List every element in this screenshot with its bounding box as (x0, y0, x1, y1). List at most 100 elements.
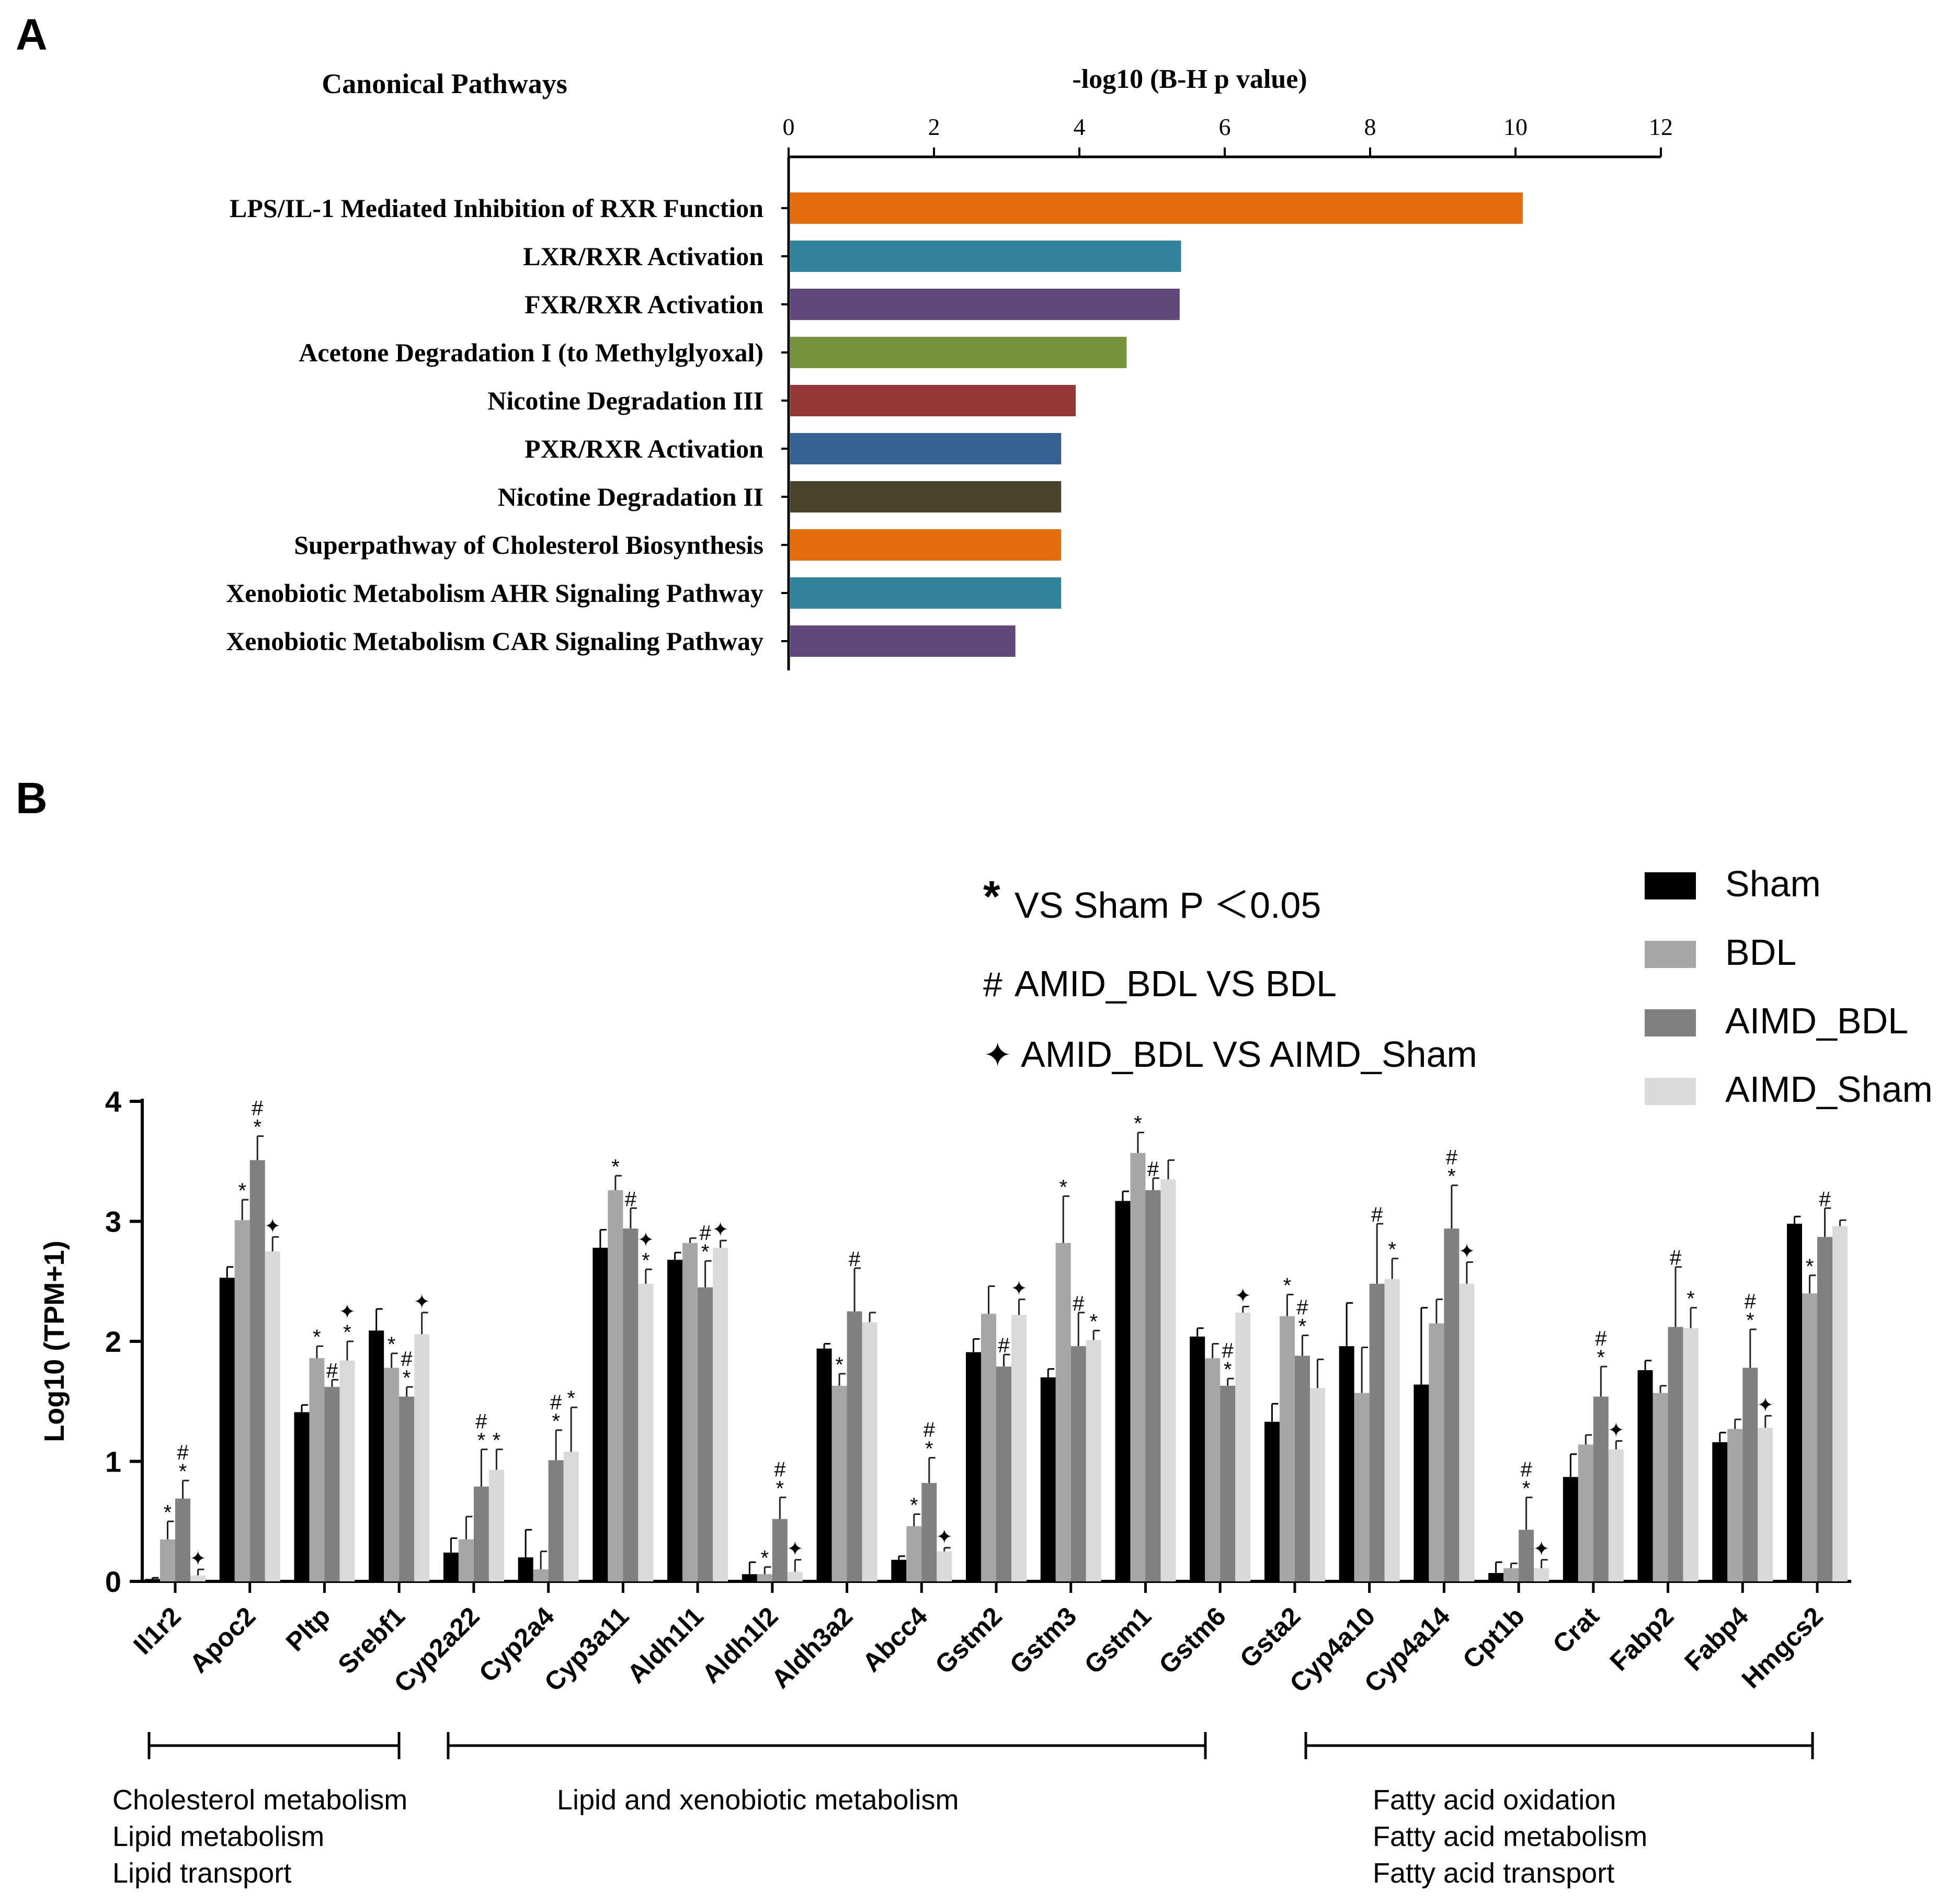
chart-b-category-label-aldh1l1: Aldh1l1 (622, 1601, 709, 1689)
chart-b-bar-crat-bdl (1578, 1444, 1593, 1581)
chart-b-bar-gstm6-aimd-bdl (1220, 1385, 1236, 1581)
chart-b-bar-pltp-aimd-sham (339, 1360, 355, 1581)
chart-b-category-label-fabp2: Fabp2 (1604, 1601, 1680, 1677)
chart-a-category-label-pxr-rxr-activation: PXR/RXR Activation (525, 434, 764, 463)
chart-a-category-label-nicotine-degradation-ii: Nicotine Degradation II (498, 482, 764, 511)
chart-b-significance-mark: * (701, 1240, 710, 1263)
chart-b-bar-abcc4-aimd-bdl (921, 1483, 937, 1581)
chart-b-bar-crat-sham (1563, 1477, 1578, 1581)
chart-b-category-label-aldh3a2: Aldh3a2 (766, 1601, 858, 1694)
chart-b-bar-fabp4-aimd-sham (1758, 1428, 1773, 1581)
chart-b-bar-cpt1b-sham (1488, 1572, 1504, 1581)
chart-b-bar-aldh1l2-sham (742, 1574, 757, 1581)
chart-b-bar-cyp4a10-aimd-bdl (1369, 1283, 1385, 1581)
chart-b-significance-mark: ✦ (712, 1219, 729, 1241)
chart-b-bar-cyp2a22-sham (443, 1552, 459, 1581)
chart-b-significance-mark: * (776, 1477, 784, 1500)
chart-b-bar-gstm1-sham (1115, 1201, 1131, 1581)
chart-b-significance-mark: ✦ (1533, 1539, 1550, 1560)
chart-b-note-symbol: * (983, 872, 1000, 921)
chart-a-bar-pxr-rxr-activation (790, 433, 1062, 464)
chart-a-x-tick-label: 10 (1503, 113, 1528, 140)
chart-b-bar-il1r2-aimd-sham (190, 1575, 206, 1581)
chart-b-bar-srebf1-aimd-sham (414, 1334, 430, 1581)
chart-b-significance-mark: # (1147, 1158, 1159, 1181)
chart-a-bar-acetone-degradation-i-to-methylglyoxal (790, 337, 1127, 368)
chart-b-bar-gstm3-bdl (1055, 1243, 1071, 1581)
chart-b-legend-swatch-sham (1645, 872, 1696, 899)
chart-b-bar-cyp4a14-aimd-sham (1459, 1283, 1475, 1581)
chart-b-category-label-gstm1: Gstm1 (1079, 1601, 1157, 1680)
chart-a-bar-superpathway-of-cholesterol-biosynthesis (790, 529, 1062, 561)
chart-b-legend-label-bdl: BDL (1725, 932, 1796, 973)
chart-b-group-label: Lipid transport (112, 1858, 291, 1889)
chart-b-significance-mark: ✦ (414, 1291, 430, 1313)
chart-b-significance-mark: # (1371, 1203, 1383, 1226)
chart-b-significance-mark: * (761, 1546, 769, 1569)
chart-b-significance-mark: # (475, 1410, 487, 1433)
chart-b-bar-apoc2-bdl (234, 1220, 250, 1581)
chart-b-significance-mark: # (326, 1359, 338, 1382)
chart-b-bar-hmgcs2-bdl (1802, 1293, 1817, 1581)
chart-b-bar-cpt1b-aimd-bdl (1519, 1530, 1534, 1581)
chart-b-category-label-fabp4: Fabp4 (1679, 1601, 1754, 1677)
chart-b-legend-swatch-aimd-sham (1645, 1078, 1696, 1105)
chart-b-bar-hmgcs2-aimd-bdl (1817, 1237, 1832, 1581)
chart-b-y-tick-label: 2 (105, 1325, 121, 1358)
chart-b-bar-cyp2a4-sham (518, 1557, 533, 1581)
chart-a-category-label-lps-il-1-mediated-inhibition-of-rxr-function: LPS/IL-1 Mediated Inhibition of RXR Func… (230, 193, 764, 223)
chart-b-bar-cpt1b-aimd-sham (1534, 1568, 1549, 1581)
chart-b-bar-cyp3a11-bdl (608, 1190, 623, 1581)
chart-b-significance-mark: * (1089, 1310, 1098, 1333)
chart-b-significance-mark: * (1298, 1315, 1307, 1338)
chart-b-group-label: Fatty acid metabolism (1373, 1821, 1647, 1852)
chart-b-bar-hmgcs2-aimd-sham (1832, 1226, 1848, 1581)
chart-b-category-label-apoc2: Apoc2 (184, 1601, 261, 1679)
chart-b-significance-mark: ✦ (637, 1229, 654, 1251)
chart-b-bar-srebf1-sham (369, 1330, 384, 1581)
chart-b-significance-mark: ✦ (1011, 1278, 1028, 1300)
chart-b-significance-mark: * (910, 1494, 918, 1517)
chart-b-bar-gstm1-bdl (1130, 1153, 1146, 1581)
chart-b-bar-il1r2-bdl (160, 1539, 175, 1581)
chart-b-significance-mark: * (552, 1410, 560, 1433)
chart-b-significance-mark: * (164, 1501, 172, 1524)
chart-b-bar-cyp2a22-aimd-bdl (473, 1486, 489, 1581)
chart-b-bar-gstm2-bdl (981, 1314, 996, 1581)
chart-b-legend-swatch-aimd-bdl (1645, 1009, 1696, 1036)
chart-b-significance-mark: # (998, 1334, 1010, 1357)
chart-a-category-label-nicotine-degradation-iii: Nicotine Degradation III (487, 386, 764, 415)
chart-b-bar-aldh1l1-sham (667, 1259, 683, 1581)
chart-a-bar-xenobiotic-metabolism-ahr-signaling-pathway (790, 577, 1062, 609)
chart-b-significance-mark: * (238, 1179, 246, 1202)
chart-b-significance-mark: * (1686, 1287, 1695, 1311)
chart-b-significance-mark: * (388, 1333, 396, 1356)
chart-b-note-text: AMID_BDL VS AIMD_Sham (1021, 1034, 1477, 1075)
chart-b-bar-gstm2-aimd-bdl (996, 1366, 1011, 1581)
chart-b-bar-aldh1l1-aimd-sham (713, 1247, 728, 1581)
chart-b-significance-mark: * (567, 1387, 575, 1410)
chart-b-note-text: AMID_BDL VS BDL (1015, 963, 1337, 1004)
chart-b-bar-gsta2-bdl (1279, 1316, 1295, 1581)
chart-b-bar-gstm6-sham (1190, 1336, 1205, 1581)
chart-b-group-label: Cholesterol metabolism (112, 1784, 407, 1816)
chart-b-significance-mark: # (177, 1441, 189, 1464)
chart-b-category-label-gsta2: Gsta2 (1234, 1601, 1306, 1673)
chart-b-bar-il1r2-aimd-bdl (175, 1498, 190, 1581)
chart-b-legend-label-sham: Sham (1725, 863, 1821, 904)
chart-b-significance-mark: * (477, 1429, 486, 1452)
chart-b-bar-cyp4a14-aimd-bdl (1444, 1228, 1460, 1581)
chart-a-bar-xenobiotic-metabolism-car-signaling-pathway (790, 625, 1016, 657)
chart-b-category-label-hmgcs2: Hmgcs2 (1736, 1601, 1829, 1694)
pathway-bar-chart: Canonical Pathways -log10 (B-H p value) 0 2… (226, 64, 1673, 670)
chart-b-significance-mark: ✦ (339, 1301, 356, 1323)
chart-b-significance-mark: * (642, 1249, 650, 1272)
chart-b-bar-fabp2-aimd-sham (1683, 1328, 1699, 1581)
chart-b-legend-swatch-bdl (1645, 941, 1696, 968)
chart-b-bar-srebf1-bdl (384, 1368, 400, 1581)
chart-b-bar-abcc4-aimd-sham (937, 1551, 952, 1581)
chart-b-bar-il1r2-sham (145, 1579, 160, 1581)
chart-b-bar-gstm6-bdl (1205, 1358, 1221, 1581)
